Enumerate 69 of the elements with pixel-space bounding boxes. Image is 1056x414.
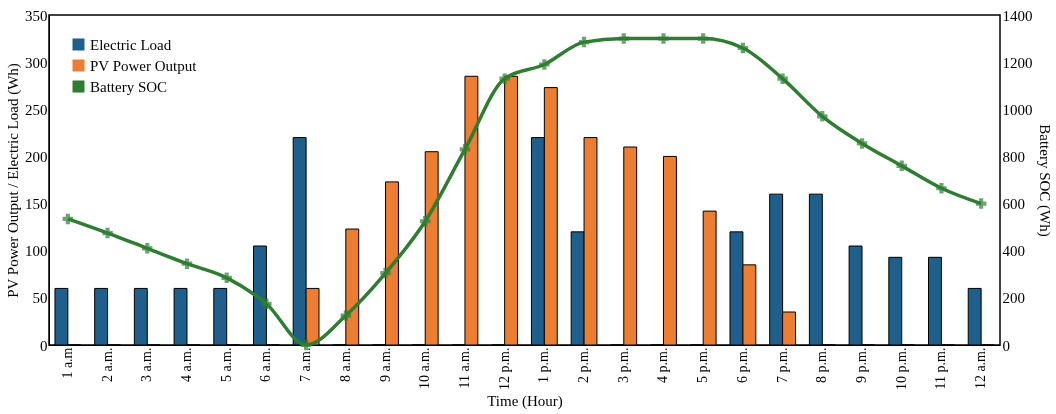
x-tick-label: 6 a.m. (258, 347, 274, 383)
y-tick-label: 100 (25, 243, 48, 260)
x-tick-label: 11 p.m. (933, 347, 949, 390)
y2-tick-label: 600 (1002, 196, 1025, 213)
y-tick-label: 200 (25, 148, 48, 165)
point (896, 160, 907, 172)
point (777, 73, 788, 84)
legend-label: Battery SOC (90, 78, 168, 95)
y2-tick-label: 1200 (1002, 54, 1033, 71)
point (975, 198, 987, 209)
point (221, 272, 232, 284)
x-axis-title: Time (Hour) (487, 392, 563, 410)
y-axis-title: PV Power Output / Electric Load (Wh) (5, 63, 22, 298)
x-tick-label: 12 p.m. (496, 347, 512, 390)
y2-tick-label: 400 (1002, 243, 1025, 260)
point (340, 310, 352, 321)
y2-tick-label: 200 (1002, 290, 1025, 307)
point (419, 216, 431, 227)
x-tick-label: 3 a.m. (139, 347, 155, 383)
point (261, 298, 272, 309)
x-tick-label: 1 p.m. (536, 347, 552, 383)
x-tick-label: 2 p.m. (576, 347, 592, 383)
y-tick-label: 350 (25, 7, 48, 24)
point (499, 73, 510, 84)
point (62, 213, 74, 225)
point (737, 42, 749, 54)
y-tick-label: 250 (25, 101, 48, 118)
y-tick-label: 50 (32, 290, 48, 307)
point (618, 33, 630, 44)
x-tick-label: 5 p.m. (695, 347, 711, 383)
x-tick-label: 7 p.m. (774, 347, 790, 383)
x-tick-label: 5 a.m. (218, 347, 234, 383)
x-tick-label: 10 a.m. (417, 347, 433, 390)
x-tick-label: 7 a.m. (298, 347, 314, 383)
legend-label: Electric Load (90, 36, 172, 53)
x-tick-label: 4 p.m. (655, 347, 671, 383)
x-tick-label: 3 p.m. (615, 347, 631, 383)
y2-tick-label: 1400 (1002, 7, 1033, 24)
point (578, 36, 590, 48)
point (181, 258, 193, 269)
point (142, 243, 153, 254)
x-tick-label: 1 a.m (59, 347, 75, 379)
x-tick-label: 8 p.m. (814, 347, 830, 383)
point (817, 111, 828, 122)
y2-tick-label: 800 (1002, 148, 1025, 165)
y-tick-label: 0 (40, 337, 48, 354)
x-tick-label: 12 a.m. (973, 347, 989, 390)
point (380, 267, 391, 279)
point (658, 33, 669, 44)
x-tick-label: 11 a.m. (456, 347, 472, 389)
x-tick-label: 2 a.m. (99, 347, 115, 383)
legend-label: PV Power Output (90, 57, 198, 74)
point (697, 33, 709, 44)
x-tick-label: 4 a.m. (178, 347, 194, 383)
point (856, 138, 868, 149)
x-tick-label: 6 p.m. (734, 347, 750, 383)
point (936, 183, 947, 194)
point (102, 227, 113, 239)
y2-tick-label: 0 (1002, 337, 1010, 354)
x-tick-label: 9 a.m. (377, 347, 393, 383)
point (539, 59, 550, 70)
y2-axis-title: Battery SOC (Wh) (1035, 124, 1053, 237)
x-tick-label: 10 p.m. (893, 347, 909, 390)
y-tick-label: 150 (25, 196, 48, 213)
y-tick-label: 300 (25, 54, 48, 71)
x-tick-label: 8 a.m. (337, 347, 353, 383)
point (459, 144, 471, 155)
y2-tick-label: 1000 (1002, 101, 1033, 118)
x-tick-label: 9 p.m. (854, 347, 870, 383)
